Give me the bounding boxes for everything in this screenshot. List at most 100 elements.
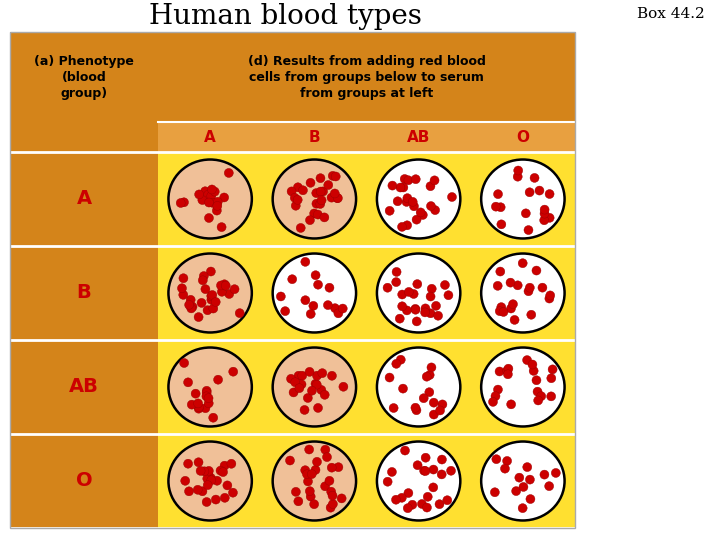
Circle shape [444,291,453,300]
Circle shape [225,289,234,299]
Ellipse shape [377,348,460,427]
Circle shape [497,220,506,229]
Circle shape [305,215,315,225]
Circle shape [194,458,203,467]
Circle shape [306,178,315,187]
Circle shape [225,168,233,178]
Circle shape [497,302,505,312]
Circle shape [179,359,189,368]
Circle shape [490,488,500,497]
Bar [158,122,575,152]
Circle shape [208,291,217,300]
Circle shape [318,369,327,377]
Ellipse shape [168,442,252,521]
Circle shape [293,195,302,204]
Circle shape [337,494,346,503]
Circle shape [397,494,406,502]
Ellipse shape [481,348,564,427]
Circle shape [312,199,321,208]
Circle shape [328,491,337,500]
Circle shape [526,475,534,484]
Circle shape [411,305,420,314]
Circle shape [184,487,194,496]
Circle shape [186,295,195,305]
Ellipse shape [377,253,460,333]
Circle shape [207,185,217,194]
Circle shape [217,281,225,290]
Circle shape [431,301,441,310]
Circle shape [216,466,225,475]
Circle shape [202,388,211,397]
Circle shape [393,197,402,206]
Circle shape [311,465,320,475]
Circle shape [546,291,554,300]
Circle shape [504,364,513,373]
Circle shape [507,400,516,409]
Circle shape [427,284,436,293]
Circle shape [301,258,310,266]
Circle shape [389,403,398,413]
Circle shape [513,281,522,290]
Circle shape [423,503,431,512]
Circle shape [204,394,213,403]
Circle shape [200,467,209,476]
Circle shape [403,194,412,202]
Circle shape [307,470,316,478]
Circle shape [306,309,315,319]
Circle shape [235,309,244,318]
Ellipse shape [481,253,564,333]
Text: AB: AB [407,130,431,145]
Circle shape [213,197,222,206]
Circle shape [437,470,446,479]
Circle shape [305,367,314,376]
Circle shape [297,380,306,389]
Circle shape [176,199,185,207]
Circle shape [207,192,216,200]
Circle shape [204,213,213,222]
Circle shape [503,366,512,375]
Bar [10,246,575,340]
Circle shape [325,476,334,485]
Circle shape [292,201,300,210]
Circle shape [212,476,222,485]
Circle shape [392,495,400,504]
Circle shape [207,292,216,301]
Circle shape [396,355,405,364]
Circle shape [493,190,503,199]
Text: A: A [204,130,216,145]
Circle shape [328,171,337,180]
Circle shape [325,283,334,292]
Circle shape [204,399,213,408]
Bar [10,122,158,152]
Circle shape [311,271,320,280]
Circle shape [446,466,456,475]
Circle shape [339,382,348,392]
Ellipse shape [377,442,460,521]
Circle shape [317,195,326,205]
Circle shape [396,183,405,192]
Circle shape [526,283,534,292]
Bar [10,32,575,528]
Circle shape [506,304,516,313]
Circle shape [421,467,430,476]
Circle shape [320,482,330,491]
Circle shape [426,370,434,380]
Circle shape [220,280,229,289]
Text: O: O [76,471,92,490]
Circle shape [312,457,322,467]
Circle shape [210,187,219,196]
Circle shape [211,298,220,307]
Circle shape [194,399,202,408]
Circle shape [527,310,536,319]
Circle shape [496,267,505,276]
Circle shape [519,482,528,491]
Circle shape [435,500,444,509]
Circle shape [207,295,216,304]
Text: B: B [76,284,91,302]
Circle shape [229,367,238,376]
Circle shape [418,500,426,509]
Circle shape [413,280,422,288]
Circle shape [496,202,505,212]
Circle shape [294,183,302,192]
Circle shape [422,372,431,381]
